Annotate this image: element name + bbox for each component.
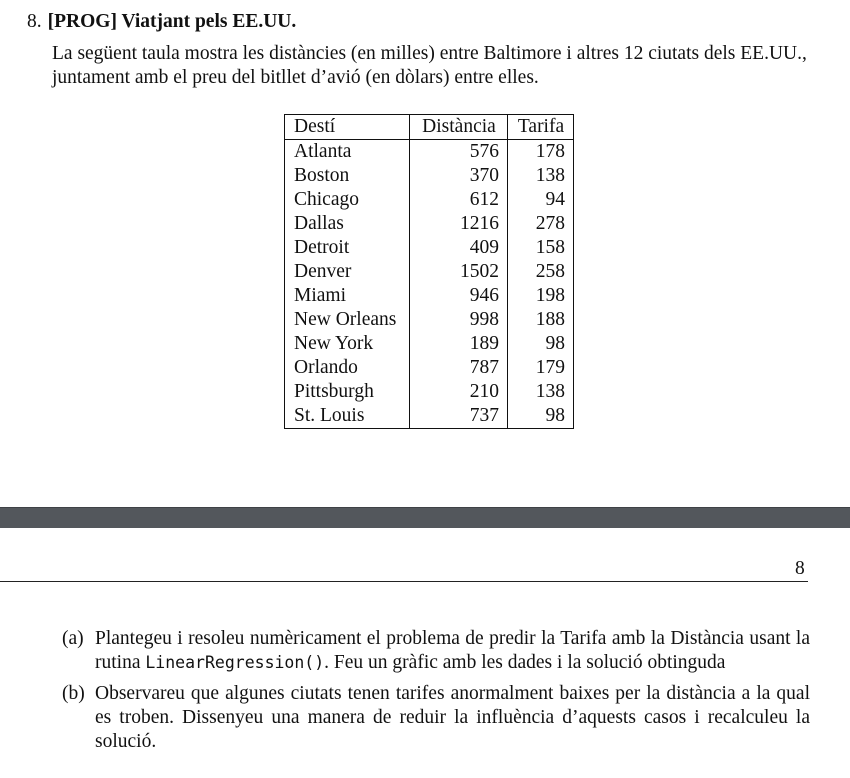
table-body: Atlanta 576 178 Boston 370 138 Chicago 612 94 Dal… bbox=[284, 139, 574, 429]
subquestion-a: (a) Plantegeu i resoleu numèricament el … bbox=[62, 627, 810, 675]
table-row: Chicago 612 94 bbox=[284, 188, 574, 212]
fare-cell: 138 bbox=[507, 164, 574, 188]
subquestion-a-text-before: Plantegeu i resoleu numèricament el prob… bbox=[95, 628, 810, 673]
page-rule bbox=[0, 581, 808, 582]
table-row: Miami 946 198 bbox=[284, 284, 574, 308]
problem-title: [PROG] Viatjant pels EE.UU. bbox=[47, 11, 297, 32]
column-header-distance: Distància bbox=[409, 114, 508, 140]
fare-cell: 98 bbox=[507, 332, 574, 356]
distance-fare-table: Destí Distància Tarifa Atlanta 576 178 Bost… bbox=[284, 114, 574, 429]
table-row: New York 189 98 bbox=[284, 332, 574, 356]
table-row: Boston 370 138 bbox=[284, 164, 574, 188]
table-row: Orlando 787 179 bbox=[284, 356, 574, 380]
subquestion-a-marker: (a) bbox=[62, 628, 84, 649]
page-separator bbox=[0, 507, 850, 528]
destination-cell: New York bbox=[284, 332, 410, 356]
table-header-row: Destí Distància Tarifa bbox=[284, 114, 574, 140]
distance-cell: 210 bbox=[409, 380, 508, 404]
fare-cell: 278 bbox=[507, 212, 574, 236]
table-row: Dallas 1216 278 bbox=[284, 212, 574, 236]
distance-cell: 612 bbox=[409, 188, 508, 212]
fare-cell: 258 bbox=[507, 260, 574, 284]
fare-cell: 188 bbox=[507, 308, 574, 332]
distance-cell: 1216 bbox=[409, 212, 508, 236]
fare-cell: 178 bbox=[507, 139, 574, 164]
destination-cell: Pittsburgh bbox=[284, 380, 410, 404]
column-header-destination: Destí bbox=[284, 114, 410, 140]
subquestion-a-text: Plantegeu i resoleu numèricament el prob… bbox=[95, 627, 810, 675]
problem-heading: 8. [PROG] Viatjant pels EE.UU. bbox=[27, 10, 296, 34]
subquestion-b: (b) Observareu que algunes ciutats tenen… bbox=[62, 682, 810, 754]
destination-cell: St. Louis bbox=[284, 404, 410, 429]
distance-cell: 576 bbox=[409, 139, 508, 164]
distance-cell: 998 bbox=[409, 308, 508, 332]
fare-cell: 138 bbox=[507, 380, 574, 404]
destination-cell: Dallas bbox=[284, 212, 410, 236]
page-number: 8 bbox=[795, 558, 805, 579]
fare-cell: 198 bbox=[507, 284, 574, 308]
column-header-fare: Tarifa bbox=[507, 114, 574, 140]
destination-cell: Miami bbox=[284, 284, 410, 308]
distance-cell: 946 bbox=[409, 284, 508, 308]
distance-cell: 787 bbox=[409, 356, 508, 380]
distance-cell: 737 bbox=[409, 404, 508, 429]
table-row: Pittsburgh 210 138 bbox=[284, 380, 574, 404]
table-row: Denver 1502 258 bbox=[284, 260, 574, 284]
destination-cell: Orlando bbox=[284, 356, 410, 380]
table-row: St. Louis 737 98 bbox=[284, 404, 574, 429]
destination-cell: Atlanta bbox=[284, 139, 410, 164]
table-row: Atlanta 576 178 bbox=[284, 139, 574, 164]
fare-cell: 98 bbox=[507, 404, 574, 429]
distance-cell: 370 bbox=[409, 164, 508, 188]
destination-cell: Detroit bbox=[284, 236, 410, 260]
subquestion-b-marker: (b) bbox=[62, 683, 85, 704]
fare-cell: 158 bbox=[507, 236, 574, 260]
subquestion-b-text: Observareu que algunes ciutats tenen tar… bbox=[95, 683, 810, 752]
table-row: New Orleans 998 188 bbox=[284, 308, 574, 332]
distance-cell: 409 bbox=[409, 236, 508, 260]
fare-cell: 179 bbox=[507, 356, 574, 380]
distance-cell: 189 bbox=[409, 332, 508, 356]
subquestion-a-text-after: . Feu un gràfic amb les dades i la soluc… bbox=[324, 652, 726, 673]
distance-cell: 1502 bbox=[409, 260, 508, 284]
subquestion-a-code: LinearRegression() bbox=[145, 653, 325, 672]
destination-cell: Chicago bbox=[284, 188, 410, 212]
fare-cell: 94 bbox=[507, 188, 574, 212]
destination-cell: Boston bbox=[284, 164, 410, 188]
problem-number: 8. bbox=[27, 11, 42, 32]
destination-cell: New Orleans bbox=[284, 308, 410, 332]
problem-intro: La següent taula mostra les distàncies (… bbox=[52, 43, 807, 88]
destination-cell: Denver bbox=[284, 260, 410, 284]
table-row: Detroit 409 158 bbox=[284, 236, 574, 260]
